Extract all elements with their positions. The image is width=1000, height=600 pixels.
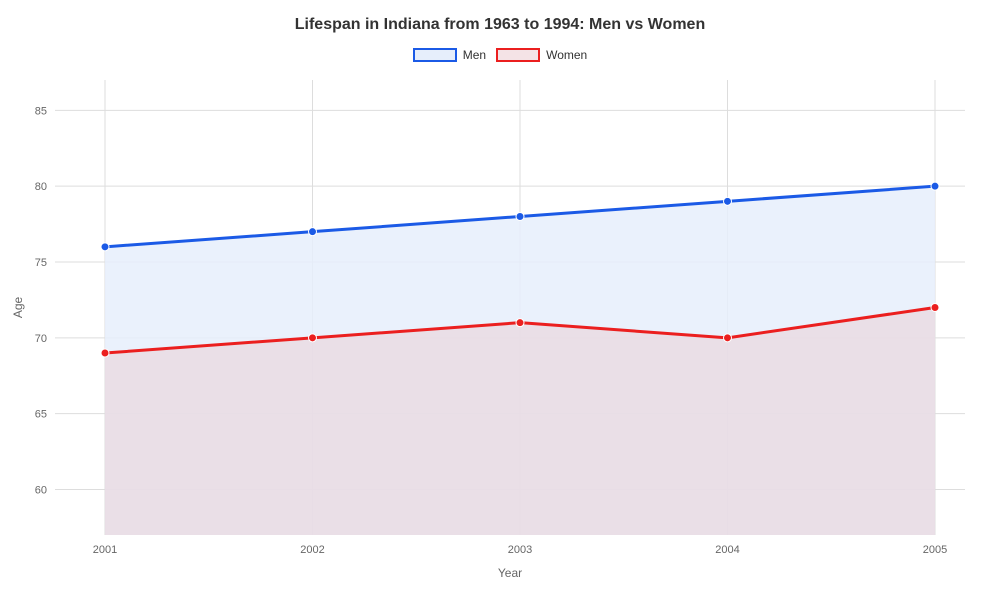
svg-text:Year: Year <box>498 566 522 580</box>
svg-text:2004: 2004 <box>715 544 739 556</box>
svg-text:2002: 2002 <box>300 544 324 556</box>
svg-text:65: 65 <box>35 409 47 421</box>
svg-text:2003: 2003 <box>508 544 532 556</box>
chart-container: Lifespan in Indiana from 1963 to 1994: M… <box>0 0 1000 600</box>
svg-text:75: 75 <box>35 257 47 269</box>
plot-area: 2001 2002 2003 2004 2005 60 65 70 75 80 85 Year Age <box>10 80 1000 600</box>
legend-item-women: Women <box>496 48 587 62</box>
svg-text:Age: Age <box>11 297 25 319</box>
svg-text:60: 60 <box>35 485 47 497</box>
svg-text:70: 70 <box>35 333 47 345</box>
svg-text:2001: 2001 <box>93 544 117 556</box>
svg-text:80: 80 <box>35 181 47 193</box>
legend: Men Women <box>0 48 1000 62</box>
legend-swatch-men <box>413 48 457 62</box>
svg-text:85: 85 <box>35 105 47 117</box>
legend-swatch-women <box>496 48 540 62</box>
legend-label-men: Men <box>463 48 486 62</box>
svg-text:2005: 2005 <box>923 544 947 556</box>
chart-title: Lifespan in Indiana from 1963 to 1994: M… <box>0 16 1000 34</box>
legend-label-women: Women <box>546 48 587 62</box>
legend-item-men: Men <box>413 48 486 62</box>
